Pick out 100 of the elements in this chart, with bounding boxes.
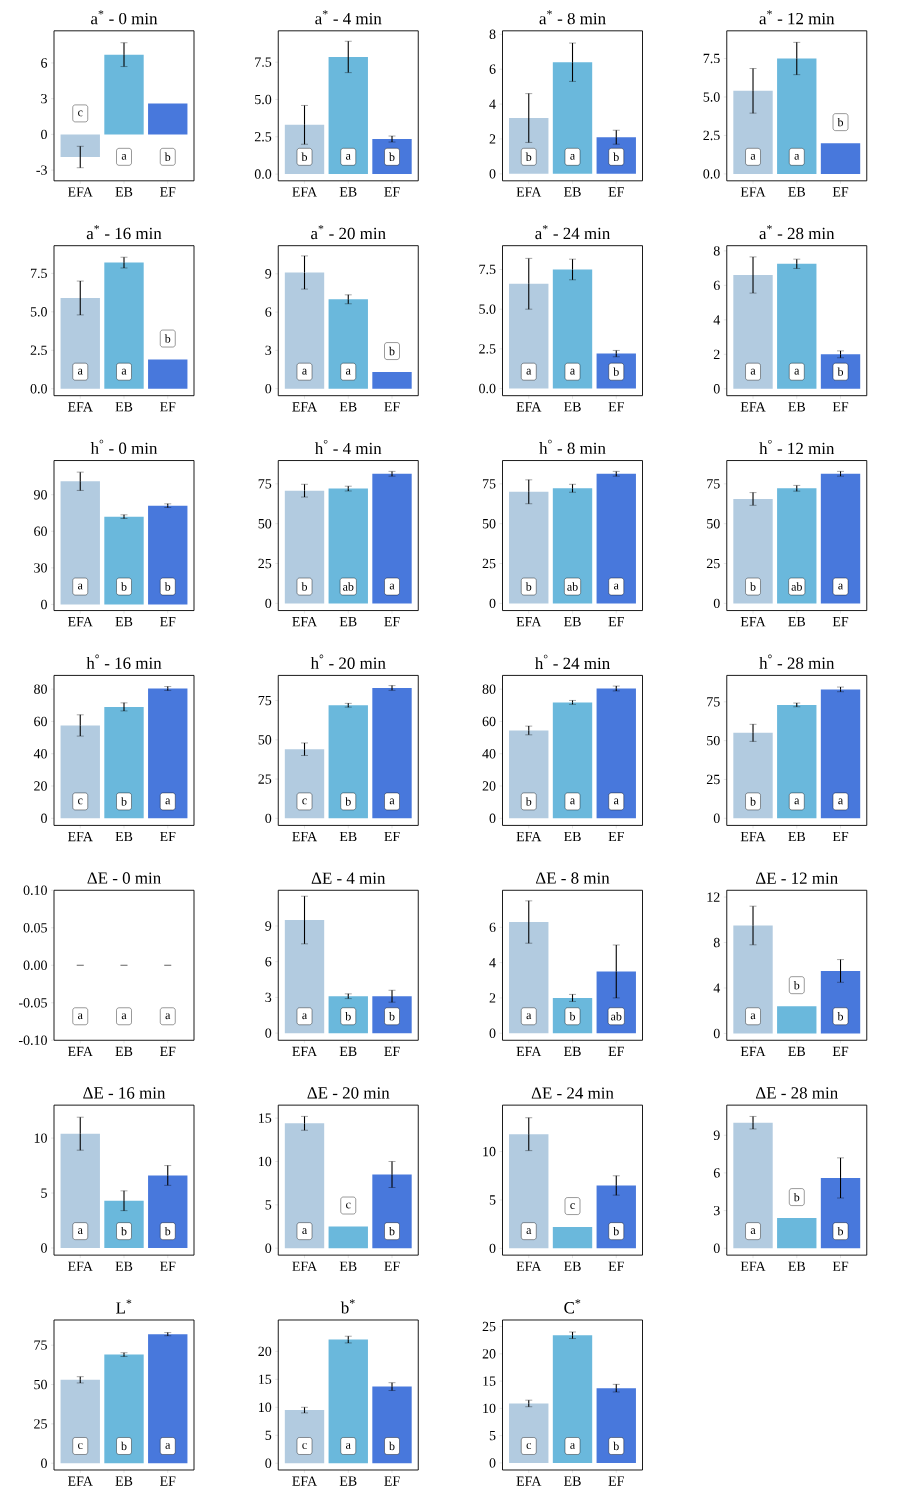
annotation: b — [525, 582, 532, 591]
chart-title: b$^{*}$ — [340, 1299, 355, 1314]
y-tick-label: 0 — [265, 813, 272, 824]
chart-title: ΔE - 0 min — [87, 872, 161, 884]
bar — [552, 702, 593, 819]
x-tick-label: EF — [608, 187, 624, 197]
y-tick-label: 20 — [258, 1346, 272, 1357]
x-tick-label: EB — [564, 617, 581, 627]
bar — [328, 1226, 368, 1249]
y-tick-label: 6 — [713, 280, 720, 291]
x-tick-label: EB — [339, 1476, 357, 1486]
y-tick-label: 0 — [265, 1458, 272, 1468]
bar — [733, 1122, 773, 1249]
x-tick-label: EFA — [740, 187, 766, 197]
bar — [509, 283, 549, 389]
y-tick-label: 0 — [265, 1243, 272, 1253]
bar — [104, 262, 144, 389]
x-tick-label: EF — [608, 617, 624, 627]
y-tick-label: 20 — [34, 781, 47, 791]
x-tick-label: EB — [788, 617, 805, 627]
chart-title: h$^{°}$ - 12 min — [759, 439, 835, 455]
bar — [820, 689, 861, 819]
y-tick-label: 90 — [34, 489, 47, 500]
y-tick-label: 5.0 — [703, 92, 720, 102]
bar — [777, 1006, 817, 1034]
y-tick-label: 4 — [489, 99, 496, 109]
y-tick-label: 0 — [41, 1243, 47, 1253]
bar — [733, 90, 773, 174]
chart-title: h$^{°}$ - 28 min — [759, 654, 835, 669]
annotation: c — [78, 798, 83, 805]
y-tick-label: 20 — [482, 1349, 496, 1359]
x-tick-label: EB — [339, 831, 357, 842]
annotation: a — [121, 153, 127, 160]
y-tick-label: 80 — [482, 684, 496, 694]
y-tick-label: 5 — [265, 1200, 272, 1210]
y-tick-label: 7.5 — [255, 57, 272, 67]
annotation: c — [570, 1203, 575, 1209]
annotation: b — [389, 346, 395, 356]
x-tick-label: EB — [788, 1046, 805, 1056]
chart-title: ΔE - 16 min — [83, 1087, 166, 1099]
x-tick-label: EB — [564, 1476, 581, 1486]
annotation: b — [525, 797, 532, 806]
annotation: a — [302, 1013, 307, 1020]
y-tick-label: 40 — [33, 749, 47, 759]
annotation: b — [389, 152, 395, 162]
bar — [733, 498, 773, 604]
bar — [552, 1335, 593, 1463]
bar — [596, 688, 636, 819]
y-tick-label: 0.0 — [254, 169, 272, 179]
annotation: a — [389, 798, 395, 805]
y-tick-label: 5 — [489, 1195, 496, 1205]
y-tick-label: 60 — [34, 716, 47, 727]
x-tick-label: EF — [832, 1261, 849, 1271]
x-tick-label: EB — [564, 1261, 581, 1271]
annotation: a — [750, 1013, 756, 1020]
x-tick-label: EF — [160, 1476, 176, 1486]
annotation: b — [750, 582, 756, 591]
annotation: b — [389, 1441, 395, 1451]
annotation: a — [165, 1013, 171, 1020]
y-tick-label: 0.0 — [30, 384, 47, 394]
annotation: a — [614, 583, 619, 590]
bar — [777, 1218, 817, 1249]
y-tick-label: 50 — [482, 518, 496, 529]
x-tick-label: EB — [115, 831, 133, 842]
y-tick-label: 0 — [41, 599, 47, 610]
chart-title: h$^{°}$ - 0 min — [90, 439, 158, 455]
chart-title: ΔE - 20 min — [307, 1087, 390, 1099]
annotation: b — [613, 1441, 619, 1451]
y-tick-label: 0 — [713, 813, 720, 823]
y-tick-label: 0.0 — [479, 383, 496, 394]
annotation: ab — [343, 582, 354, 591]
annotation: c — [346, 1202, 351, 1209]
annotation: b — [837, 117, 844, 127]
bar — [284, 490, 325, 604]
x-tick-label: EFA — [516, 187, 542, 197]
y-tick-label: 0 — [41, 813, 47, 824]
bar — [328, 1339, 368, 1464]
x-tick-label: EFA — [516, 402, 542, 412]
x-tick-label: EFA — [292, 617, 318, 627]
y-tick-label: 75 — [707, 697, 720, 707]
y-tick-label: 10 — [259, 1402, 272, 1413]
annotation: a — [570, 1443, 575, 1449]
x-tick-label: EB — [788, 402, 805, 412]
x-tick-label: EB — [339, 617, 357, 627]
y-tick-label: 0 — [489, 598, 496, 609]
x-tick-label: EB — [564, 831, 581, 842]
annotation: b — [793, 980, 800, 990]
bar — [596, 473, 636, 604]
annotation: b — [613, 367, 619, 376]
annotation: b — [121, 1226, 127, 1236]
x-tick-label: EFA — [292, 1476, 318, 1486]
y-tick-label: 25 — [482, 558, 496, 569]
annotation: a — [302, 368, 307, 375]
y-tick-label: 2.5 — [479, 344, 496, 354]
y-tick-label: 3 — [265, 992, 272, 1003]
bar — [148, 103, 188, 135]
y-tick-label: -0.05 — [18, 998, 47, 1008]
y-tick-label: 4 — [713, 983, 721, 993]
annotation: ab — [611, 1012, 622, 1021]
y-tick-label: 75 — [482, 479, 496, 489]
